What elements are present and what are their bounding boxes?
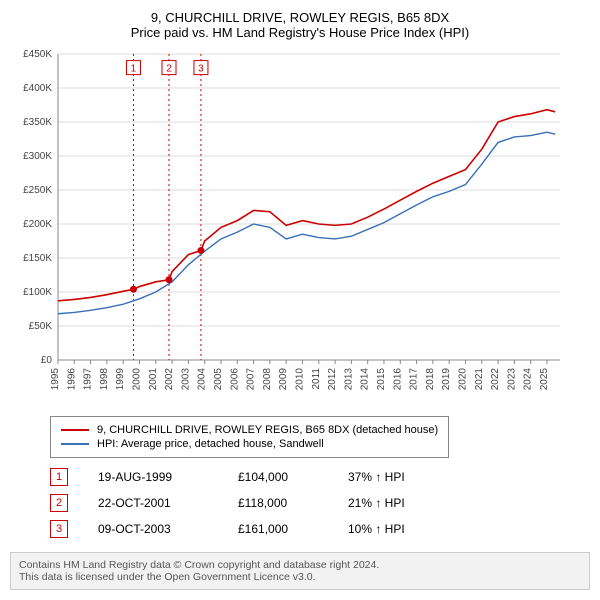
svg-text:£100K: £100K bbox=[23, 287, 52, 298]
sale-row: 2 22-OCT-2001 £118,000 21% ↑ HPI bbox=[50, 490, 590, 516]
sale-price: £118,000 bbox=[238, 496, 318, 510]
svg-text:1998: 1998 bbox=[99, 368, 110, 391]
svg-text:2017: 2017 bbox=[409, 368, 420, 391]
svg-text:2023: 2023 bbox=[506, 368, 517, 391]
sale-row: 3 09-OCT-2003 £161,000 10% ↑ HPI bbox=[50, 516, 590, 542]
footnote-line2: This data is licensed under the Open Gov… bbox=[19, 571, 581, 583]
sales-table: 1 19-AUG-1999 £104,000 37% ↑ HPI 2 22-OCT-200… bbox=[50, 464, 590, 542]
sale-date: 09-OCT-2003 bbox=[98, 522, 208, 536]
sale-pct: 37% ↑ HPI bbox=[348, 470, 438, 484]
sale-pct: 10% ↑ HPI bbox=[348, 522, 438, 536]
svg-text:2002: 2002 bbox=[164, 368, 175, 391]
svg-text:2015: 2015 bbox=[376, 368, 387, 391]
svg-text:£200K: £200K bbox=[23, 219, 52, 230]
chart-area: £0 £50K £100K £150K £200K £250K £300K £350K £400… bbox=[10, 48, 590, 408]
sale-pct: 21% ↑ HPI bbox=[348, 496, 438, 510]
svg-text:£0: £0 bbox=[41, 355, 53, 366]
sale-marker: 1 bbox=[50, 468, 68, 486]
sale-row: 1 19-AUG-1999 £104,000 37% ↑ HPI bbox=[50, 464, 590, 490]
svg-text:2025: 2025 bbox=[539, 368, 550, 391]
svg-text:1995: 1995 bbox=[50, 368, 61, 391]
svg-text:2021: 2021 bbox=[474, 368, 485, 391]
svg-text:2011: 2011 bbox=[311, 368, 322, 390]
svg-text:2006: 2006 bbox=[229, 368, 240, 391]
svg-text:£400K: £400K bbox=[23, 83, 52, 94]
svg-text:2003: 2003 bbox=[180, 368, 191, 391]
legend-swatch bbox=[61, 443, 89, 445]
legend-label: HPI: Average price, detached house, Sand… bbox=[97, 438, 324, 450]
legend-item: HPI: Average price, detached house, Sand… bbox=[61, 437, 438, 451]
svg-text:2007: 2007 bbox=[246, 368, 257, 391]
sale-marker: 2 bbox=[50, 494, 68, 512]
svg-text:2012: 2012 bbox=[327, 368, 338, 391]
sale-price: £161,000 bbox=[238, 522, 318, 536]
legend-swatch bbox=[61, 429, 89, 431]
chart-subtitle: Price paid vs. HM Land Registry's House … bbox=[10, 25, 590, 40]
svg-text:£250K: £250K bbox=[23, 185, 52, 196]
svg-text:1996: 1996 bbox=[66, 368, 77, 391]
svg-text:£150K: £150K bbox=[23, 253, 52, 264]
svg-text:3: 3 bbox=[198, 64, 204, 75]
legend-label: 9, CHURCHILL DRIVE, ROWLEY REGIS, B65 8D… bbox=[97, 424, 438, 436]
svg-text:2: 2 bbox=[166, 64, 172, 75]
svg-text:2018: 2018 bbox=[425, 368, 436, 391]
legend-item: 9, CHURCHILL DRIVE, ROWLEY REGIS, B65 8D… bbox=[61, 423, 438, 437]
svg-text:£450K: £450K bbox=[23, 49, 52, 60]
sale-date: 19-AUG-1999 bbox=[98, 470, 208, 484]
svg-text:2020: 2020 bbox=[457, 368, 468, 391]
svg-text:£50K: £50K bbox=[29, 321, 53, 332]
svg-text:£350K: £350K bbox=[23, 117, 52, 128]
svg-text:2004: 2004 bbox=[197, 368, 208, 391]
svg-text:£300K: £300K bbox=[23, 151, 52, 162]
svg-text:2014: 2014 bbox=[360, 368, 371, 391]
svg-text:2009: 2009 bbox=[278, 368, 289, 391]
sale-marker: 3 bbox=[50, 520, 68, 538]
line-chart: £0 £50K £100K £150K £200K £250K £300K £350K £400… bbox=[10, 48, 570, 408]
svg-text:2022: 2022 bbox=[490, 368, 501, 391]
svg-text:2010: 2010 bbox=[294, 368, 305, 391]
svg-text:2005: 2005 bbox=[213, 368, 224, 391]
legend: 9, CHURCHILL DRIVE, ROWLEY REGIS, B65 8D… bbox=[50, 416, 449, 458]
svg-text:2024: 2024 bbox=[523, 368, 534, 391]
footnote-line1: Contains HM Land Registry data © Crown c… bbox=[19, 559, 581, 571]
svg-text:1: 1 bbox=[131, 64, 137, 75]
svg-text:2016: 2016 bbox=[392, 368, 403, 391]
footnote: Contains HM Land Registry data © Crown c… bbox=[10, 552, 590, 590]
svg-text:2013: 2013 bbox=[343, 368, 354, 391]
sale-price: £104,000 bbox=[238, 470, 318, 484]
svg-text:2008: 2008 bbox=[262, 368, 273, 391]
svg-text:2019: 2019 bbox=[441, 368, 452, 391]
svg-text:2000: 2000 bbox=[131, 368, 142, 391]
chart-title: 9, CHURCHILL DRIVE, ROWLEY REGIS, B65 8D… bbox=[10, 10, 590, 25]
svg-text:1999: 1999 bbox=[115, 368, 126, 391]
sale-date: 22-OCT-2001 bbox=[98, 496, 208, 510]
svg-text:2001: 2001 bbox=[148, 368, 159, 391]
svg-text:1997: 1997 bbox=[83, 368, 94, 391]
